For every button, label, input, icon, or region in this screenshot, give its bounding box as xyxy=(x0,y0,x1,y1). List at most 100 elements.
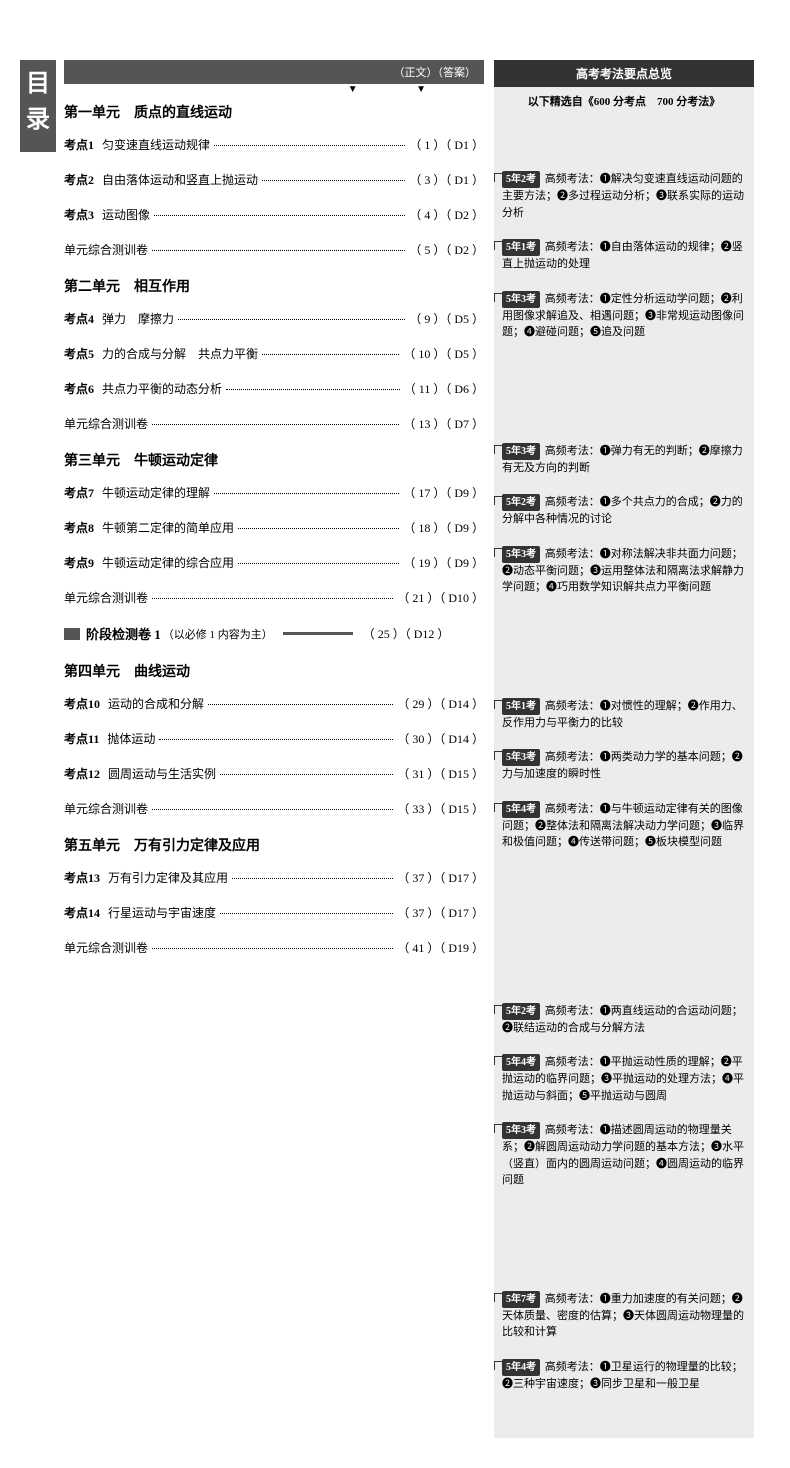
dot-leader xyxy=(152,948,393,949)
toc-row: 考点7牛顿运动定律的理解（ 17 ）（ D9 ） xyxy=(64,484,484,501)
toc-row: 单元综合测训卷 （ 21 ）（ D10 ） xyxy=(64,589,484,606)
toc-pages: （ 18 ）（ D9 ） xyxy=(403,519,484,536)
toc-pages: （ 30 ）（ D14 ） xyxy=(397,730,484,747)
toc-pages: （ 9 ）（ D5 ） xyxy=(409,310,484,327)
stage-subtitle: （以必修 1 内容为主） xyxy=(163,626,273,642)
toc-label: 考点11 xyxy=(64,730,99,747)
toc-row: 考点13 万有引力定律及其应用 （ 37 ）（ D17 ） xyxy=(64,869,484,886)
toc-row: 考点4 弹力 摩擦力 （ 9 ）（ D5 ） xyxy=(64,310,484,327)
dot-leader xyxy=(214,493,399,494)
exam-badge: 5年3考 xyxy=(502,291,540,308)
exam-badge: 5年7考 xyxy=(502,1291,540,1308)
toc-text: 弹力 摩擦力 xyxy=(102,310,174,327)
toc-pages: （ 31 ）（ D15 ） xyxy=(397,765,484,782)
toc-text: 单元综合测训卷 xyxy=(64,589,148,606)
toc-row: 考点10运动的合成和分解（ 29 ）（ D14 ） xyxy=(64,695,484,712)
toc-row: 考点11 抛体运动 （ 30 ）（ D14 ） xyxy=(64,730,484,747)
unit-title: 第四单元 曲线运动 xyxy=(64,661,484,681)
toc-pages: （ 37 ）（ D17 ） xyxy=(397,869,484,886)
toc-row: 单元综合测训卷（ 41 ）（ D19 ） xyxy=(64,939,484,956)
sidebar-item: 5年3考 高频考法：❶描述圆周运动的物理量关系；❷解圆周运动动力学问题的基本方法… xyxy=(494,1116,754,1201)
toc-row: 考点2 自由落体运动和竖直上抛运动 （ 3 ）（ D1 ） xyxy=(64,171,484,188)
dot-leader xyxy=(214,145,405,146)
sidebar-column: 高考考法要点总览 以下精选自《600 分考点 700 分考法》 5年2考 高频考… xyxy=(494,60,754,1438)
sidebar-item xyxy=(494,608,754,642)
toc-label: 考点2 xyxy=(64,171,94,188)
sidebar-item: 5年2考 高频考法：❶解决匀变速直线运动问题的主要方法；❷多过程运动分析；❸联系… xyxy=(494,165,754,233)
toc-text: 牛顿第二定律的简单应用 xyxy=(102,519,234,536)
sidebar-item: 5年2考 高频考法：❶多个共点力的合成；❷力的分解中各种情况的讨论 xyxy=(494,488,754,540)
toc-text: 共点力平衡的动态分析 xyxy=(102,380,222,397)
toc-pages: （ 3 ）（ D1 ） xyxy=(409,171,484,188)
dot-leader xyxy=(238,563,399,564)
dot-leader xyxy=(152,809,393,810)
main: （正文）（答案） ▼ ▼ 第一单元 质点的直线运动考点1匀变速直线运动规律（ 1… xyxy=(64,60,770,1438)
sidebar-item xyxy=(494,863,754,897)
stage-bar-icon xyxy=(64,628,80,640)
sidebar-item: 5年3考 高频考法：❶定性分析运动学问题；❷利用图像求解追及、相遇问题；❸非常规… xyxy=(494,285,754,353)
sidebar-item: 5年4考 高频考法：❶与牛顿运动定律有关的图像问题；❷整体法和隔离法解决动力学问… xyxy=(494,795,754,863)
toc-text: 单元综合测训卷 xyxy=(64,800,148,817)
tab-char-1: 目 xyxy=(26,66,50,102)
toc-text: 匀变速直线运动规律 xyxy=(102,136,210,153)
toc-text: 力的合成与分解 共点力平衡 xyxy=(102,345,258,362)
toc-label: 考点12 xyxy=(64,765,100,782)
unit-title: 第一单元 质点的直线运动 xyxy=(64,102,484,122)
toc-pages: （ 29 ）（ D14 ） xyxy=(397,695,484,712)
dot-leader xyxy=(226,389,400,390)
toc-row: 考点5力的合成与分解 共点力平衡（ 10 ）（ D5 ） xyxy=(64,345,484,362)
dot-leader xyxy=(154,215,405,216)
toc-text: 运动的合成和分解 xyxy=(108,695,204,712)
dot-leader xyxy=(208,704,393,705)
dot-leader xyxy=(220,774,393,775)
toc-row: 考点12 圆周运动与生活实例 （ 31 ）（ D15 ） xyxy=(64,765,484,782)
toc-text: 自由落体运动和竖直上抛运动 xyxy=(102,171,258,188)
toc-text: 牛顿运动定律的理解 xyxy=(102,484,210,501)
dot-leader xyxy=(262,180,405,181)
toc-pages: （ 21 ）（ D10 ） xyxy=(397,589,484,606)
dot-leader xyxy=(152,424,399,425)
toc-text: 万有引力定律及其应用 xyxy=(108,869,228,886)
toc-text: 行星运动与宇宙速度 xyxy=(108,904,216,921)
toc-row: 考点9牛顿运动定律的综合应用（ 19 ）（ D9 ） xyxy=(64,554,484,571)
toc-row: 考点14行星运动与宇宙速度（ 37 ）（ D17 ） xyxy=(64,904,484,921)
toc-text: 牛顿运动定律的综合应用 xyxy=(102,554,234,571)
dot-leader xyxy=(232,878,393,879)
toc-label: 考点4 xyxy=(64,310,94,327)
toc-pages: （ 11 ）（ D6 ） xyxy=(404,380,484,397)
toc-pages: （ 17 ）（ D9 ） xyxy=(403,484,484,501)
toc-text: 圆周运动与生活实例 xyxy=(108,765,216,782)
unit-title: 第五单元 万有引力定律及应用 xyxy=(64,835,484,855)
toc-pages: （ 1 ）（ D1 ） xyxy=(409,136,484,153)
exam-badge: 5年1考 xyxy=(502,698,540,715)
toc-row: 考点8牛顿第二定律的简单应用（ 18 ）（ D9 ） xyxy=(64,519,484,536)
dot-leader xyxy=(262,354,399,355)
toc-pages: （ 41 ）（ D19 ） xyxy=(397,939,484,956)
page: 目 录 （正文）（答案） ▼ ▼ 第一单元 质点的直线运动考点1匀变速直线运动规… xyxy=(0,0,790,1468)
dot-leader xyxy=(152,598,393,599)
toc-pages: （ 19 ）（ D9 ） xyxy=(403,554,484,571)
exam-badge: 5年2考 xyxy=(502,1003,540,1020)
stage-pages: （ 25 ）（ D12 ） xyxy=(363,625,450,642)
sidebar-item: 5年1考 高频考法：❶对惯性的理解；❷作用力、反作用力与平衡力的比较 xyxy=(494,692,754,744)
toc-column: （正文）（答案） ▼ ▼ 第一单元 质点的直线运动考点1匀变速直线运动规律（ 1… xyxy=(64,60,494,1438)
header-labels: （正文）（答案） xyxy=(394,67,477,79)
toc-row: 单元综合测训卷（ 33 ）（ D15 ） xyxy=(64,800,484,817)
toc-row: 考点6共点力平衡的动态分析（ 11 ）（ D6 ） xyxy=(64,380,484,397)
exam-badge: 5年2考 xyxy=(502,494,540,511)
exam-badge: 5年4考 xyxy=(502,801,540,818)
sidebar-item: 5年7考 高频考法：❶重力加速度的有关问题；❷天体质量、密度的估算；❸天体圆周运… xyxy=(494,1285,754,1353)
exam-badge: 5年3考 xyxy=(502,749,540,766)
toc-label: 考点13 xyxy=(64,869,100,886)
sidebar-item xyxy=(494,353,754,387)
sidebar-title: 高考考法要点总览 xyxy=(494,60,754,87)
dot-leader xyxy=(220,913,393,914)
exam-badge: 5年3考 xyxy=(502,443,540,460)
exam-badge: 5年4考 xyxy=(502,1054,540,1071)
toc-text: 抛体运动 xyxy=(107,730,155,747)
sidebar-item: 5年3考 高频考法：❶对称法解决非共面力问题；❷动态平衡问题；❸运用整体法和隔离… xyxy=(494,540,754,608)
sidebar-item: 5年4考 高频考法：❶卫星运行的物理量的比较；❷三种宇宙速度；❸同步卫星和一般卫… xyxy=(494,1353,754,1405)
dot-leader xyxy=(178,319,405,320)
sidebar-item: 5年1考 高频考法：❶自由落体运动的规律；❷竖直上抛运动的处理 xyxy=(494,233,754,285)
exam-badge: 5年2考 xyxy=(502,171,540,188)
